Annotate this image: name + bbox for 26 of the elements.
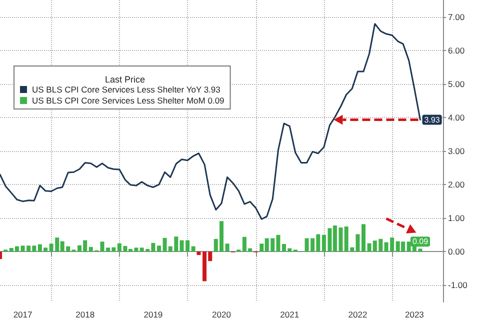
y-tick-label: 4.00: [448, 112, 465, 122]
y-tick-label: 6.00: [448, 45, 465, 56]
y-tick-label: 0.00: [448, 246, 465, 257]
bar: [362, 224, 366, 252]
bar: [156, 246, 161, 252]
legend-label: US BLS CPI Core Services Less Shelter MoM 0.09: [32, 96, 225, 106]
x-tick-label: 2017: [13, 310, 32, 320]
y-tick-label: -1.00: [448, 280, 468, 290]
y-tick-label: 1.00: [448, 213, 465, 224]
y-tick-label: 5.00: [448, 78, 465, 89]
x-tick-label: 2021: [280, 310, 300, 320]
x-tick-label: 2018: [76, 310, 95, 320]
x-tick-label: 2019: [144, 310, 163, 320]
x-tick-label: 2023: [404, 310, 424, 320]
bar: [191, 246, 196, 252]
y-tick-label: 3.00: [448, 146, 465, 156]
data-label: 0.09: [412, 237, 429, 246]
bar: [225, 244, 230, 252]
y-tick-label: 7.00: [448, 12, 465, 22]
y-tick-label: 2.00: [448, 180, 465, 190]
data-label: 3.93: [424, 115, 440, 124]
x-tick-label: 2020: [212, 310, 232, 320]
bar: [196, 252, 201, 256]
x-tick-label: 2022: [348, 310, 368, 320]
legend-label: US BLS CPI Core Services Less Shelter YoY 3.93: [32, 84, 221, 94]
legend-title: Last Price: [105, 74, 146, 84]
